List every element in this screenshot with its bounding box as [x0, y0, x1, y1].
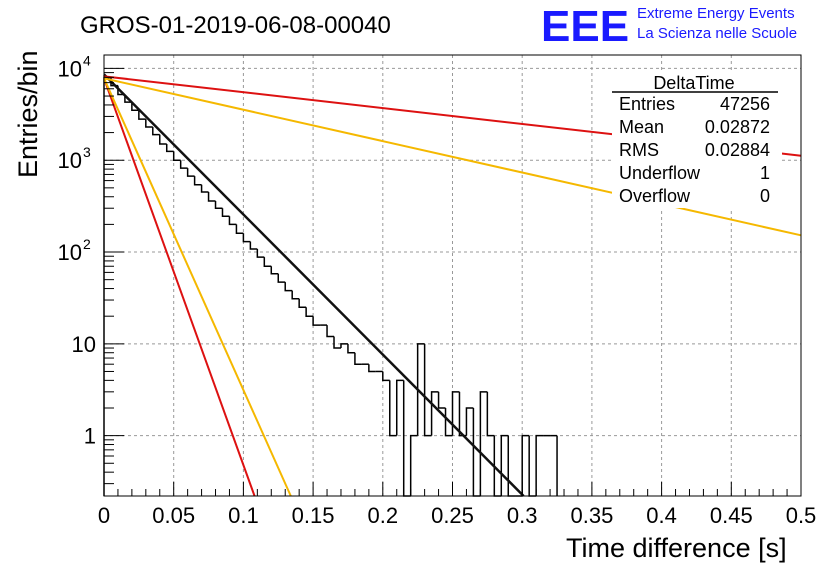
- histogram-bin: [291, 290, 300, 300]
- x-tick-label: 0.15: [292, 503, 335, 528]
- x-tick-label: 0: [98, 503, 110, 528]
- histogram-bin: [138, 110, 146, 120]
- histogram-bin: [172, 151, 181, 161]
- stats-value: 0.02872: [705, 117, 770, 137]
- histogram-bin: [347, 343, 355, 354]
- histogram-bin: [249, 241, 258, 250]
- histogram-bin: [354, 352, 362, 365]
- histogram-bin: [179, 160, 188, 169]
- stats-value: 1: [760, 163, 770, 183]
- histogram-bin: [200, 184, 209, 193]
- plot-title: GROS-01-2019-06-08-00040: [80, 12, 391, 39]
- x-tick-label: 0.5: [786, 503, 817, 528]
- histogram-bin: [256, 248, 265, 258]
- histogram-bin: [284, 282, 293, 292]
- y-axis-label: Entries/bin: [13, 50, 43, 178]
- histogram-bin: [228, 216, 237, 226]
- histogram-bin: [235, 224, 244, 235]
- logo-line-1: Extreme Energy Events: [637, 5, 795, 22]
- stats-box: DeltaTime Entries 47256 Mean 0.02872 RMS 0.02…: [612, 71, 782, 208]
- fit-curve: [103, 77, 802, 237]
- histogram-bin: [145, 119, 153, 128]
- x-tick-label: 0.35: [570, 503, 613, 528]
- x-tick-label: 0.3: [507, 503, 538, 528]
- x-tick-label: 0.45: [710, 503, 753, 528]
- histogram-bin: [193, 176, 202, 186]
- y-tick-label: 10: [72, 332, 96, 357]
- stats-box-background: [612, 71, 782, 208]
- histogram-bin: [221, 208, 230, 218]
- stats-value: 47256: [720, 94, 770, 114]
- stats-value: 0: [760, 186, 770, 206]
- histogram-bin: [402, 380, 411, 497]
- stats-value: 0.02884: [705, 140, 770, 160]
- stats-label: Overflow: [619, 186, 691, 206]
- histogram-bin: [214, 200, 223, 209]
- y-tick-exponent: 4: [83, 52, 91, 68]
- histogram-bin: [458, 391, 467, 437]
- fit-curve: [103, 77, 292, 497]
- histogram-bin: [242, 233, 251, 243]
- histogram-bin: [500, 434, 509, 496]
- histogram-bin: [131, 102, 139, 112]
- histogram-bin: [521, 434, 530, 496]
- histogram-bin: [451, 391, 460, 436]
- stats-label: Entries: [619, 94, 675, 114]
- histogram-bin: [368, 364, 376, 373]
- logo-line-2: La Scienza nelle Scuole: [637, 25, 797, 42]
- x-tick-label: 0.2: [368, 503, 399, 528]
- fit-curve: [103, 77, 256, 497]
- histogram-bin: [305, 307, 314, 317]
- histogram-bin: [382, 371, 390, 382]
- histogram-bin: [395, 379, 404, 436]
- histogram-bin: [263, 257, 272, 267]
- histogram-bin: [528, 435, 537, 497]
- x-axis-label: Time difference [s]: [566, 533, 787, 563]
- stats-name: DeltaTime: [653, 73, 734, 93]
- histogram-bin: [165, 144, 174, 153]
- histogram-bin: [430, 391, 439, 436]
- histogram-bin: [340, 343, 348, 349]
- histogram-series: [103, 76, 558, 497]
- eee-logo-mark: EEE: [541, 2, 629, 51]
- stats-label: Mean: [619, 117, 664, 137]
- histogram-bin: [479, 391, 488, 496]
- x-tick-label: 0.1: [228, 503, 259, 528]
- histogram-bin: [277, 273, 286, 283]
- y-tick-exponent: 2: [83, 236, 91, 252]
- fit-curve: [103, 73, 525, 497]
- x-axis: 0 0.05 0.1 0.15 0.2 0.25 0.3 0.35 0.4 0.45 0.5: [98, 482, 816, 528]
- x-tick-label: 0.25: [431, 503, 474, 528]
- histogram-bin: [465, 407, 474, 436]
- y-tick-label: 10: [58, 56, 82, 81]
- histogram-bin: [207, 192, 216, 202]
- histogram-bin: [493, 435, 502, 497]
- histogram-bin: [103, 76, 111, 496]
- histogram-bin: [312, 316, 321, 326]
- histogram-bin: [186, 168, 195, 177]
- histogram-bin: [409, 434, 418, 496]
- stats-label: RMS: [619, 140, 659, 160]
- histogram-bin: [486, 391, 495, 437]
- x-tick-label: 0.05: [152, 503, 195, 528]
- histogram-bin: [389, 380, 397, 437]
- histogram-bin: [152, 127, 160, 136]
- histogram-bin: [535, 434, 544, 496]
- stats-label: Underflow: [619, 163, 701, 183]
- y-tick-label: 10: [58, 148, 82, 173]
- histogram-bin: [326, 325, 335, 338]
- histogram-bin: [159, 134, 167, 145]
- y-tick-exponent: 3: [83, 144, 91, 160]
- histogram-bin: [333, 336, 341, 349]
- histogram-bin: [416, 343, 425, 436]
- histogram-bin: [270, 266, 279, 275]
- histogram-bin: [298, 298, 307, 309]
- x-tick-label: 0.4: [646, 503, 677, 528]
- y-tick-label: 10: [58, 240, 82, 265]
- histogram-bin: [423, 343, 432, 437]
- y-tick-label: 1: [84, 424, 96, 449]
- histogram-bin: [437, 391, 446, 409]
